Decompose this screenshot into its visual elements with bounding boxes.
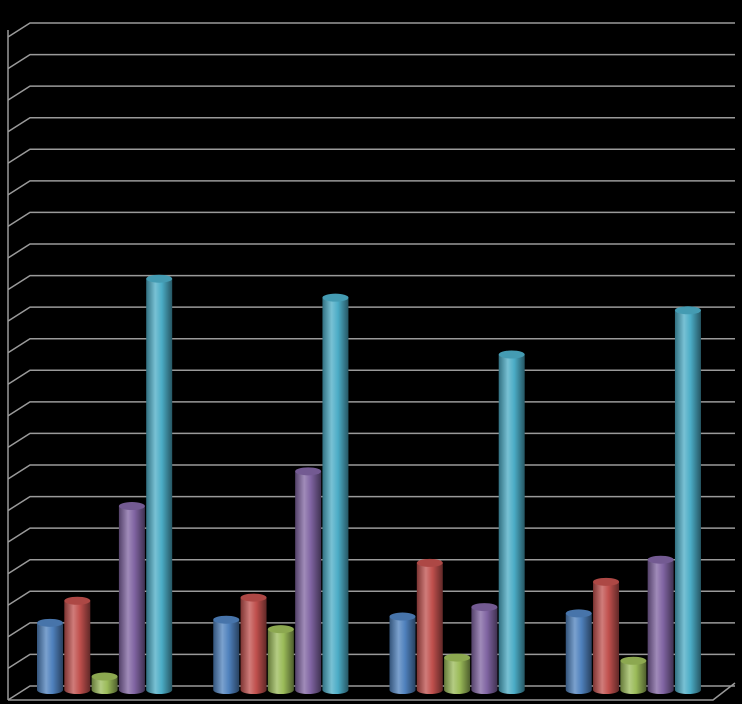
bar: [146, 274, 173, 694]
bar-top: [118, 502, 145, 511]
bar-body: [593, 581, 620, 694]
bar-top: [565, 609, 592, 618]
grid-line: [7, 243, 735, 259]
bar-body: [267, 629, 294, 694]
bar-top: [471, 603, 498, 612]
bar-body: [322, 297, 349, 694]
bar-body: [37, 622, 63, 694]
bar-body: [118, 506, 145, 694]
bar: [647, 555, 674, 694]
bar-top: [213, 615, 240, 624]
bar: [240, 593, 267, 694]
bar-top: [444, 653, 471, 662]
bar-body: [389, 616, 416, 694]
bar-top: [593, 577, 620, 586]
bar-top: [498, 350, 525, 359]
grid-line: [7, 148, 735, 164]
bar-top: [267, 625, 294, 634]
bar: [322, 293, 349, 694]
bar: [565, 609, 592, 694]
bar: [295, 467, 322, 694]
bar: [620, 656, 647, 694]
bar-body: [213, 619, 240, 694]
bar-body: [565, 613, 592, 694]
grid-line: [7, 53, 735, 70]
grid-line: [7, 211, 735, 228]
bar-body: [674, 310, 701, 694]
grid-line: [7, 180, 735, 196]
bar: [444, 653, 471, 694]
bar-top: [620, 656, 647, 665]
bar: [498, 350, 525, 694]
bar-body: [240, 597, 267, 694]
bar: [593, 577, 620, 694]
bar: [674, 306, 701, 694]
bar: [118, 502, 145, 694]
bar: [64, 596, 91, 694]
grid-line: [7, 116, 735, 133]
bar-top: [416, 558, 443, 567]
bar: [471, 603, 498, 694]
bar: [213, 615, 240, 694]
bar-top: [647, 555, 674, 564]
bar: [91, 672, 118, 694]
grid-line: [7, 274, 735, 291]
bar-body: [64, 600, 91, 694]
bar-body: [620, 660, 647, 694]
bar-top: [240, 593, 267, 602]
bar-body: [146, 278, 173, 694]
bar-body: [91, 676, 118, 694]
bar-top: [37, 618, 63, 627]
bar-body: [295, 471, 322, 694]
bar-body: [647, 559, 674, 694]
bar-top: [146, 274, 173, 283]
bar-top: [322, 293, 349, 302]
grid-line: [7, 22, 735, 38]
grid-line: [7, 306, 735, 322]
bar-top: [674, 306, 701, 315]
bar-body: [471, 607, 498, 694]
bar: [37, 618, 63, 694]
bar-top: [91, 672, 118, 681]
bar-top: [389, 612, 416, 621]
grid-line: [7, 85, 735, 101]
bar: [267, 625, 294, 694]
floor: [8, 682, 736, 701]
bar-top: [295, 467, 322, 476]
bar-body: [498, 354, 525, 694]
bar-top: [64, 596, 91, 605]
bar: [389, 612, 416, 694]
bar-body: [416, 562, 443, 694]
grid-line: [7, 337, 735, 354]
bar-body: [444, 657, 471, 694]
bar: [416, 558, 443, 694]
